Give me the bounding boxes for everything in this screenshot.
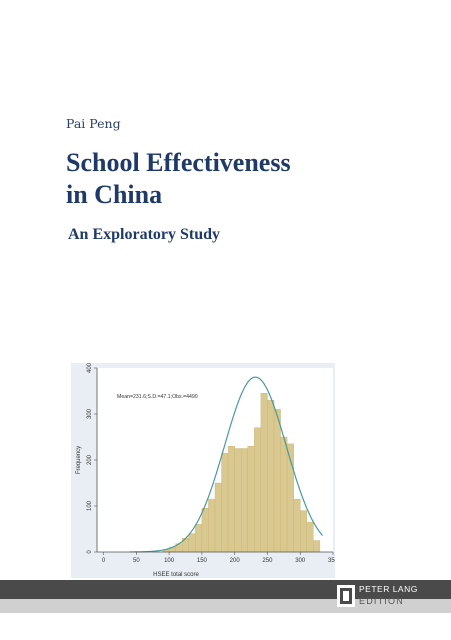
histogram-bar-17 (273, 409, 281, 553)
y-tick-label-2: 200 (87, 454, 93, 465)
histogram-bar-11 (234, 448, 242, 553)
peter-lang-mark-icon (337, 585, 355, 607)
x-tick-label-2: 100 (164, 558, 175, 564)
publisher-name: PETER LANG (359, 584, 418, 594)
x-tick-label-6: 300 (295, 558, 306, 564)
y-tick-label-0: 0 (87, 550, 93, 554)
chart-annotation: Mean=231.6;S.D.=47.1;Obs.=4490 (117, 394, 198, 400)
histogram-bar-7 (208, 498, 216, 553)
x-axis-ticks: 0 50 100 150 200 250 300 350 (102, 552, 335, 564)
histogram-bar-5 (195, 524, 203, 553)
book-title: School Effectiveness in China (66, 147, 436, 211)
histogram-bar-14 (254, 427, 262, 553)
histogram-bar-22 (306, 521, 314, 553)
y-tick-label-1: 100 (87, 500, 93, 511)
histogram-bar-21 (300, 510, 307, 553)
histogram-bar-4 (188, 533, 196, 553)
y-axis-label: Frequency (76, 446, 82, 474)
x-tick-label-0: 0 (102, 558, 106, 564)
histogram-bar-20 (293, 498, 301, 553)
histogram-bar-6 (201, 508, 209, 553)
title-line-2: in China (66, 180, 163, 209)
x-axis-label: HSEE total score (153, 572, 199, 578)
book-subtitle: An Exploratory Study (68, 226, 221, 243)
histogram-bar-9 (221, 452, 229, 553)
author-name: Pai Peng (66, 116, 121, 131)
x-tick-label-7: 350 (328, 558, 335, 564)
y-tick-label-3: 300 (87, 408, 93, 419)
x-tick-label-5: 250 (262, 558, 273, 564)
x-tick-label-3: 150 (197, 558, 208, 564)
histogram-bar-18 (280, 436, 288, 553)
histogram-bar-13 (247, 445, 255, 553)
title-line-1: School Effectiveness (66, 148, 291, 177)
publisher-logo: PETER LANG EDITION (337, 583, 425, 611)
histogram-bar-15 (260, 393, 268, 553)
histogram-bar-10 (227, 445, 235, 553)
histogram-bar-23 (313, 540, 321, 553)
histogram-bars (162, 393, 321, 553)
histogram-bar-16 (267, 400, 275, 553)
histogram-chart: 0 50 100 150 200 250 300 350 0 100 200 300 400 Mean… (71, 363, 335, 578)
y-axis-ticks: 0 100 200 300 400 (87, 363, 97, 554)
histogram-figure: 0 50 100 150 200 250 300 350 0 100 200 300 400 Mean… (71, 363, 335, 578)
y-tick-label-4: 400 (87, 363, 93, 373)
histogram-bar-12 (241, 448, 248, 553)
x-tick-label-4: 200 (230, 558, 241, 564)
normal-density-curve (129, 376, 323, 553)
histogram-bar-8 (214, 482, 222, 553)
publisher-edition: EDITION (359, 596, 404, 606)
x-tick-label-1: 50 (133, 558, 140, 564)
